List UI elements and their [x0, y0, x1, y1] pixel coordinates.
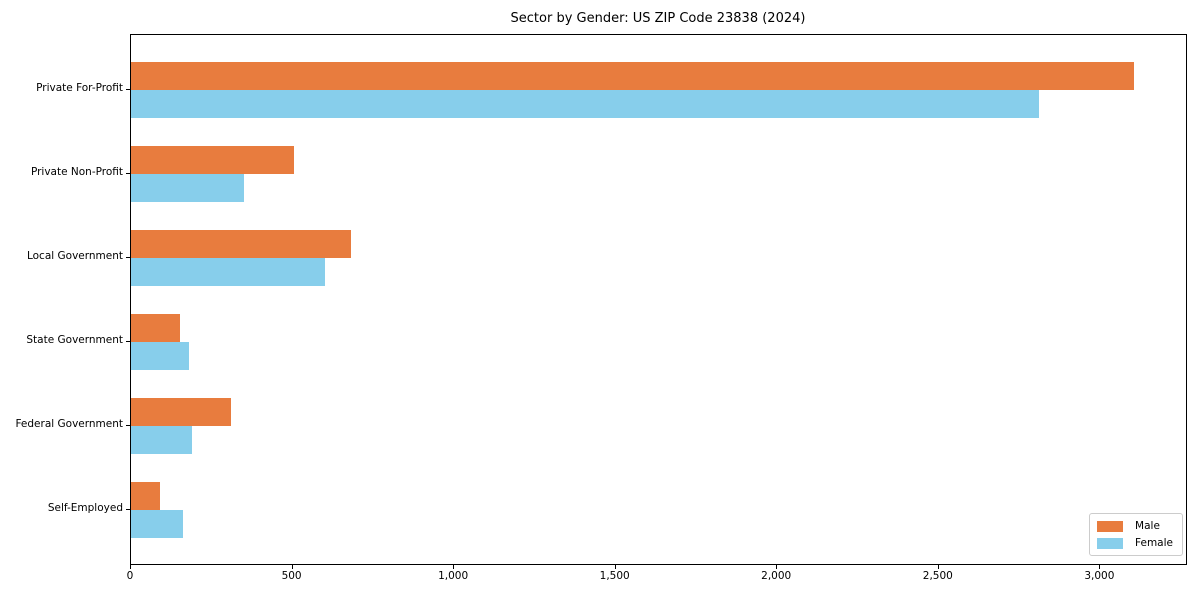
chart-title: Sector by Gender: US ZIP Code 23838 (202…: [510, 11, 806, 26]
x-tick-mark-3: [614, 565, 616, 569]
bar-female-4: [131, 425, 193, 454]
legend-item-female: Female: [1097, 537, 1173, 549]
x-tick-mark-0: [130, 565, 131, 569]
y-tick-label-4: Federal Government: [15, 417, 123, 430]
y-tick-label-5: Self-Employed: [47, 501, 123, 514]
legend: Male Female: [1089, 513, 1183, 556]
legend-item-male: Male: [1097, 520, 1173, 532]
y-tick-label-2: Local Government: [26, 249, 123, 262]
y-tick-mark-4: [126, 424, 130, 426]
bar-female-5: [131, 509, 183, 538]
x-tick-label-6: 3,000: [1084, 570, 1115, 582]
x-tick-mark-6: [1099, 565, 1101, 569]
bar-female-3: [131, 341, 190, 370]
bar-male-4: [131, 397, 232, 426]
y-tick-mark-1: [126, 172, 130, 174]
x-tick-label-3: 1,500: [599, 570, 630, 582]
bar-male-1: [131, 145, 295, 174]
bar-male-3: [131, 313, 180, 342]
x-tick-label-0: 0: [126, 570, 134, 582]
x-tick-mark-4: [776, 565, 778, 569]
x-tick-label-5: 2,500: [922, 570, 953, 582]
y-tick-mark-3: [126, 340, 130, 342]
y-tick-mark-0: [126, 88, 130, 90]
legend-swatch-male: [1097, 520, 1124, 532]
legend-swatch-female: [1097, 537, 1124, 549]
bar-female-1: [131, 173, 245, 202]
bar-female-0: [131, 89, 1039, 118]
bar-male-0: [131, 61, 1135, 90]
x-tick-label-2: 1,000: [438, 570, 469, 582]
y-tick-mark-5: [126, 508, 130, 510]
x-tick-mark-5: [937, 565, 939, 569]
x-tick-label-4: 2,000: [761, 570, 792, 582]
y-tick-label-1: Private Non-Profit: [30, 165, 123, 178]
x-tick-label-1: 500: [281, 570, 302, 582]
y-tick-mark-2: [126, 256, 130, 258]
x-tick-mark-2: [453, 565, 455, 569]
legend-label-male: Male: [1135, 520, 1160, 532]
bar-male-5: [131, 481, 161, 510]
y-tick-label-0: Private For-Profit: [36, 81, 123, 94]
bar-male-2: [131, 229, 351, 258]
plot-area: Male Female: [130, 34, 1187, 565]
x-tick-mark-1: [291, 565, 293, 569]
bar-female-2: [131, 257, 325, 286]
legend-label-female: Female: [1135, 537, 1173, 549]
y-tick-label-3: State Government: [26, 333, 123, 346]
